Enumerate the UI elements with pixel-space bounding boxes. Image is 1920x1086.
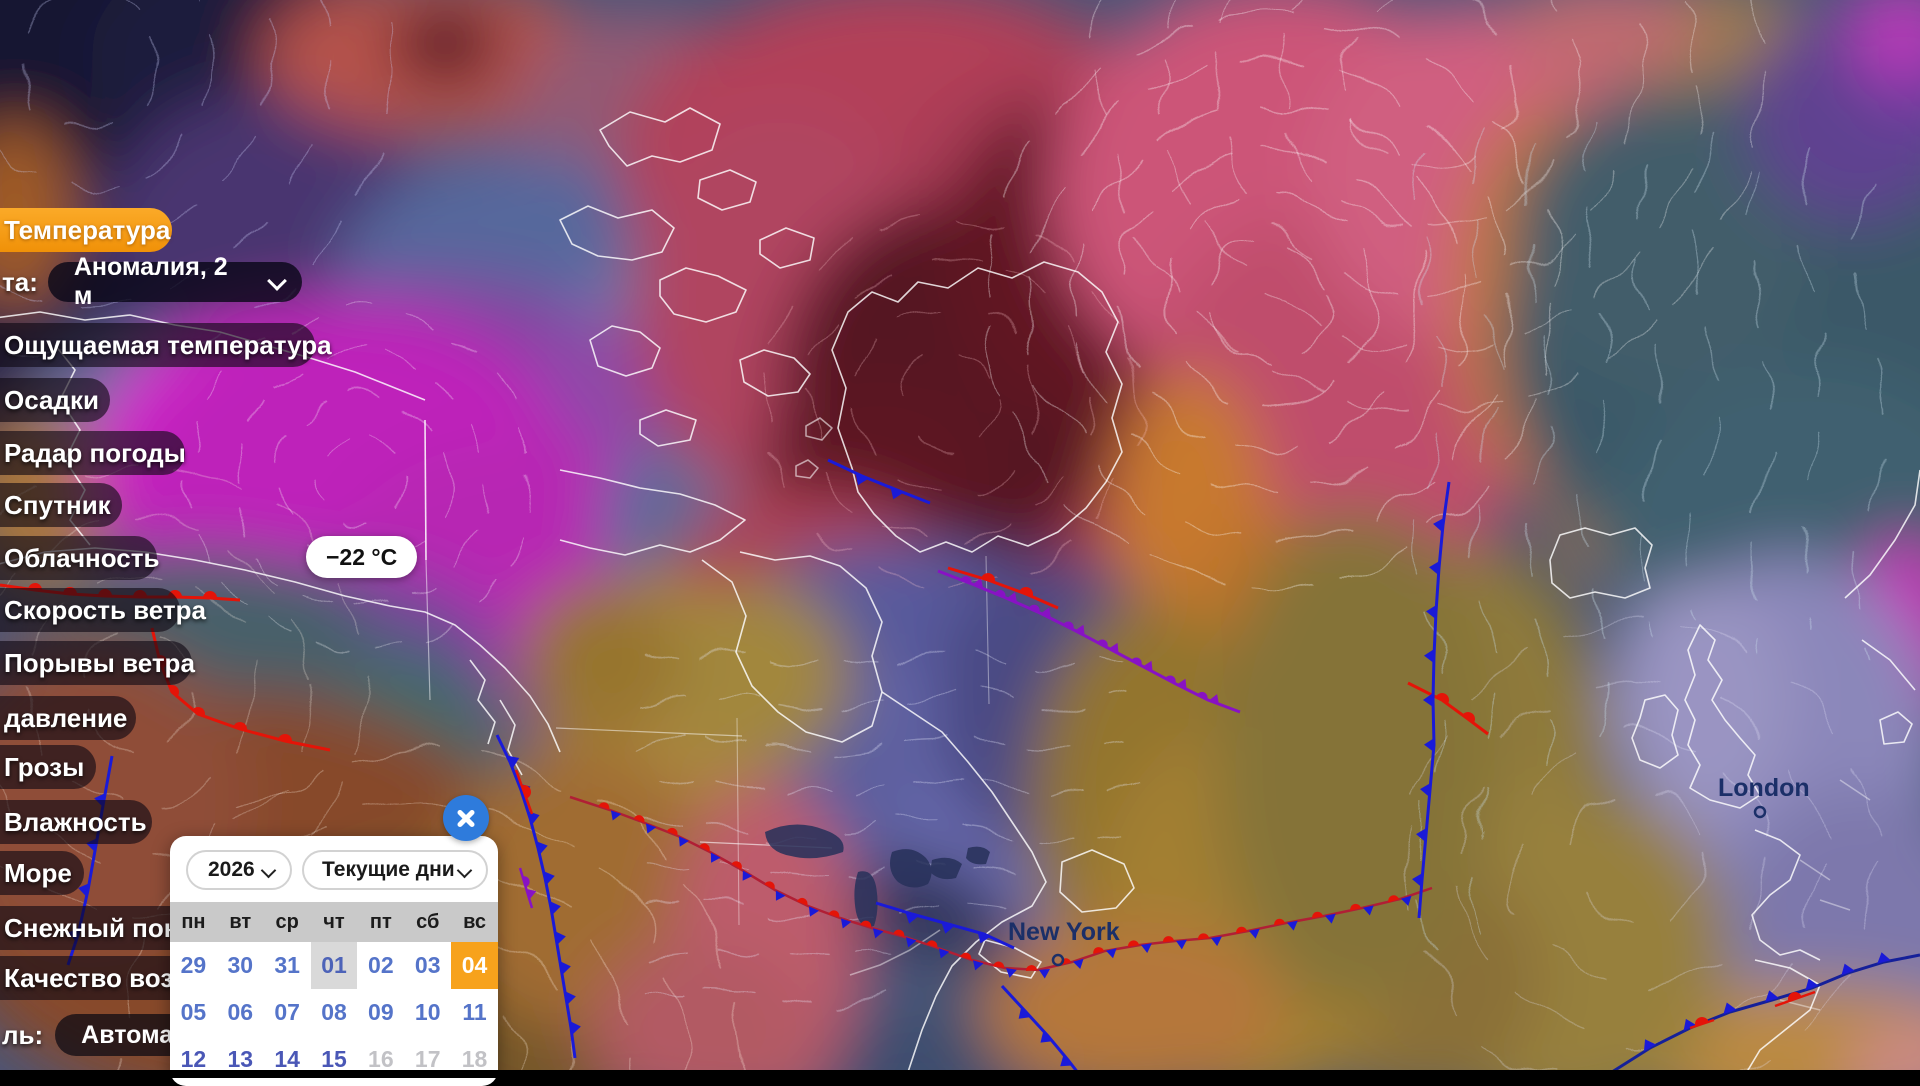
- calendar-date[interactable]: 10: [414, 999, 441, 1025]
- calendar-date[interactable]: 07: [274, 999, 300, 1025]
- menu-item-temperature-active[interactable]: Температура: [0, 208, 172, 252]
- city-labels: New York London: [1008, 774, 1810, 967]
- calendar-date[interactable]: 11: [462, 999, 487, 1025]
- calendar-date[interactable]: 17: [414, 1046, 441, 1072]
- menu-item-label: Облачность: [4, 542, 160, 573]
- calendar-date[interactable]: 05: [180, 999, 207, 1025]
- calendar-date[interactable]: 06: [227, 999, 254, 1025]
- chevron-down-icon: [266, 271, 287, 291]
- city-label-london: London: [1718, 774, 1810, 802]
- day-header: чт: [323, 911, 345, 933]
- variant-dropdown-value: Аномалия, 2 м: [73, 253, 228, 310]
- stationary-front: [569, 795, 1433, 979]
- city-label-new-york: New York: [1008, 918, 1120, 946]
- menu-item-label: Влажность: [4, 806, 147, 837]
- calendar-date[interactable]: 30: [227, 952, 254, 978]
- model-prefix-label: ль:: [2, 1019, 44, 1050]
- variant-prefix-label: та:: [2, 266, 38, 297]
- menu-item-clouds[interactable]: Облачность: [0, 536, 160, 580]
- temperature-tooltip: −22 °C: [306, 536, 418, 578]
- day-header: пт: [369, 911, 392, 933]
- chevron-down-icon: [456, 862, 473, 879]
- calendar-controls: 2026 Текущие дни: [170, 836, 498, 890]
- menu-item-feels-like[interactable]: Ощущаемая температура: [0, 323, 332, 367]
- day-header: вт: [229, 911, 252, 933]
- menu-item-label: Спутник: [4, 489, 111, 520]
- cold-front: [1412, 481, 1451, 919]
- menu-item-label: Радар погоды: [4, 437, 186, 468]
- year-dropdown-value: 2026: [208, 858, 255, 881]
- menu-item-satellite[interactable]: Спутник: [0, 483, 122, 527]
- menu-item-label: Осадки: [4, 384, 99, 415]
- menu-item-precipitation[interactable]: Осадки: [0, 378, 110, 422]
- menu-item-humidity[interactable]: Влажность: [0, 800, 152, 844]
- range-dropdown-value: Текущие дни: [322, 858, 455, 881]
- calendar-date[interactable]: 29: [180, 952, 207, 978]
- calendar-date[interactable]: 12: [180, 1046, 207, 1072]
- calendar-date[interactable]: 02: [368, 952, 394, 978]
- menu-item-label: Температура: [4, 214, 171, 245]
- warm-front: [947, 566, 1059, 610]
- calendar-date[interactable]: 31: [274, 952, 300, 978]
- menu-item-pressure[interactable]: давление: [0, 696, 136, 740]
- calendar-date[interactable]: 18: [461, 1046, 488, 1072]
- letterbox-bar: [0, 1070, 1920, 1078]
- calendar-date[interactable]: 04: [451, 942, 498, 989]
- layer-variant-row: та: Аномалия, 2 м: [2, 253, 302, 310]
- menu-item-label: Море: [4, 857, 72, 888]
- calendar-date[interactable]: 03: [414, 952, 441, 978]
- day-header: ср: [275, 911, 299, 933]
- calendar-date[interactable]: 14: [274, 1046, 300, 1072]
- cold-front: [827, 458, 931, 505]
- menu-item-sea[interactable]: Море: [0, 851, 84, 895]
- calendar-date[interactable]: 16: [368, 1046, 394, 1072]
- warm-front: [1774, 990, 1816, 1008]
- calendar-date[interactable]: 01: [310, 942, 358, 989]
- menu-item-label: Ощущаемая температура: [4, 329, 332, 360]
- menu-item-weather-radar[interactable]: Радар погоды: [0, 431, 186, 475]
- day-header: пн: [181, 911, 206, 933]
- menu-item-thunderstorms[interactable]: Грозы: [0, 745, 96, 789]
- weather-fronts: [0, 458, 1920, 1078]
- cold-front: [1000, 984, 1084, 1078]
- warm-front: [1689, 1017, 1715, 1030]
- range-dropdown[interactable]: Текущие дни: [302, 850, 488, 890]
- model-selector-row: ль: Автомати: [2, 1014, 227, 1056]
- cold-front: [495, 734, 581, 1059]
- calendar-date[interactable]: 15: [321, 1046, 347, 1072]
- chevron-down-icon: [260, 862, 277, 879]
- menu-item-label: Скорость ветра: [4, 594, 206, 625]
- calendar-date[interactable]: 08: [321, 999, 347, 1025]
- menu-item-label: давление: [4, 702, 128, 733]
- menu-item-label: Грозы: [4, 751, 85, 782]
- menu-item-wind-gusts[interactable]: Порывы ветра: [0, 641, 195, 685]
- day-header: сб: [416, 911, 440, 933]
- day-header: вс: [463, 911, 487, 933]
- cold-front: [875, 901, 1015, 950]
- calendar-date[interactable]: 13: [227, 1046, 254, 1072]
- city-marker-new-york: [1051, 953, 1065, 967]
- menu-item-wind-speed[interactable]: Скорость ветра: [0, 588, 206, 632]
- variant-dropdown[interactable]: Аномалия, 2 м: [47, 253, 302, 310]
- calendar-day-headers: пн вт ср чт пт сб вс: [170, 902, 498, 942]
- year-dropdown[interactable]: 2026: [186, 850, 292, 890]
- cold-front: [1611, 952, 1920, 1074]
- occluded-front: [518, 867, 537, 909]
- calendar-date-grid: 29 30 31 01 02 03 04 05 06 07 08 09 10 11 12 13 14 15 16 17…: [170, 942, 498, 1083]
- calendar-date[interactable]: 09: [368, 999, 394, 1025]
- warm-front: [514, 769, 534, 815]
- city-marker-london: [1753, 805, 1767, 819]
- calendar-close-button[interactable]: [443, 795, 489, 841]
- menu-item-label: Порывы ветра: [4, 647, 195, 678]
- calendar-popup: 2026 Текущие дни пн вт ср чт пт сб вс 29 30 31 01…: [170, 836, 498, 1086]
